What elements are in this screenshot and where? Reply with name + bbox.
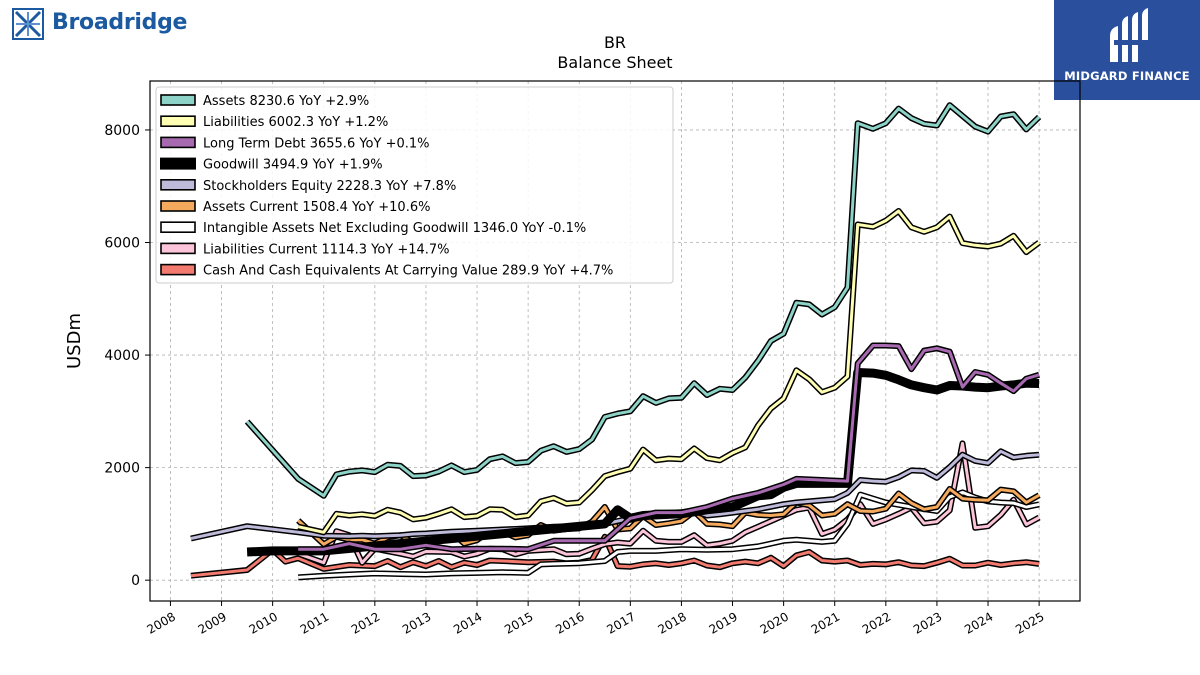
legend-swatch-intangible-assets-net-excluding-goodwill <box>160 221 196 233</box>
series-lines <box>190 102 1042 581</box>
legend-box <box>155 86 674 284</box>
x-tick-label: 2016 <box>553 609 586 636</box>
plot-frame <box>149 80 1081 602</box>
legend-swatch-assets <box>160 94 196 106</box>
legend-swatch-stockholders-equity <box>160 179 196 191</box>
broadridge-logo: Broadridge <box>12 6 187 42</box>
series-line-cash-and-cash-equivalents-at-carrying-value <box>190 535 1040 578</box>
legend-label-assets-current: Assets Current 1508.4 YoY +10.6% <box>203 200 430 215</box>
x-tick-label: 2014 <box>451 609 484 636</box>
legend-swatch-cash-and-cash-equivalents-at-carrying-value <box>160 263 196 276</box>
x-tick-label: 2013 <box>400 609 433 636</box>
x-tick-label: 2011 <box>298 609 331 636</box>
legend-label-cash-and-cash-equivalents-at-carrying-value: Cash And Cash Equivalents At Carrying Va… <box>203 264 613 279</box>
x-tick-label: 2020 <box>758 609 791 636</box>
y-tick-label: 6000 <box>104 236 140 252</box>
x-tick-label: 2022 <box>860 609 893 636</box>
legend-label-intangible-assets-net-excluding-goodwill: Intangible Assets Net Excluding Goodwill… <box>203 221 586 236</box>
broadridge-mark-icon <box>12 8 44 40</box>
legend-swatch-liabilities <box>160 115 196 127</box>
legend-swatch-goodwill <box>160 157 196 170</box>
x-tick-label: 2024 <box>962 609 995 636</box>
legend-swatch-assets-current <box>160 200 196 212</box>
series-line-assets <box>245 103 1041 498</box>
x-tick-label: 2010 <box>247 609 280 636</box>
series-line-stockholders-equity <box>190 449 1040 540</box>
broadridge-logo-text: Broadridge <box>52 10 188 35</box>
y-axis-label: USDm <box>64 313 85 369</box>
chart-title: BR <box>604 33 626 52</box>
x-tick-label: 2009 <box>196 609 229 636</box>
x-tick-label: 2018 <box>655 609 688 636</box>
legend-label-assets: Assets 8230.6 YoY +2.9% <box>203 94 369 109</box>
midgard-finance-text: MIDGARD FINANCE <box>1064 69 1190 83</box>
legend-label-stockholders-equity: Stockholders Equity 2228.3 YoY +7.8% <box>203 179 456 194</box>
midgard-mark-icon <box>1110 8 1148 62</box>
midgard-finance-logo: MIDGARD FINANCE <box>1054 0 1200 100</box>
legend-label-liabilities-current: Liabilities Current 1114.3 YoY +14.7% <box>203 242 450 257</box>
x-tick-label: 2008 <box>144 609 177 636</box>
legend-label-goodwill: Goodwill 3494.9 YoY +1.9% <box>203 158 383 173</box>
legend-label-long-term-debt: Long Term Debt 3655.6 YoY +0.1% <box>203 136 430 151</box>
x-tick-label: 2023 <box>911 609 944 636</box>
legend-swatch-liabilities-current <box>160 242 196 255</box>
chart-subtitle: Balance Sheet <box>557 53 672 72</box>
legend-swatch-long-term-debt <box>160 136 196 149</box>
x-tick-label: 2021 <box>809 609 842 636</box>
legend-label-liabilities: Liabilities 6002.3 YoY +1.2% <box>203 115 388 130</box>
series-line-long-term-debt <box>298 344 1040 551</box>
y-tick-label: 4000 <box>104 348 140 364</box>
y-tick-label: 0 <box>131 573 140 589</box>
x-tick-label: 2012 <box>349 609 382 636</box>
x-tick-label: 2015 <box>502 609 535 636</box>
y-tick-label: 8000 <box>104 123 140 139</box>
x-tick-label: 2019 <box>707 609 740 636</box>
y-tick-label: 2000 <box>104 461 140 477</box>
legend: Assets 8230.6 YoY +2.9% Liabilities 6002.… <box>155 86 674 284</box>
x-tick-label: 2017 <box>604 609 637 636</box>
x-tick-label: 2025 <box>1013 609 1046 636</box>
series-line-liabilities <box>297 209 1040 534</box>
